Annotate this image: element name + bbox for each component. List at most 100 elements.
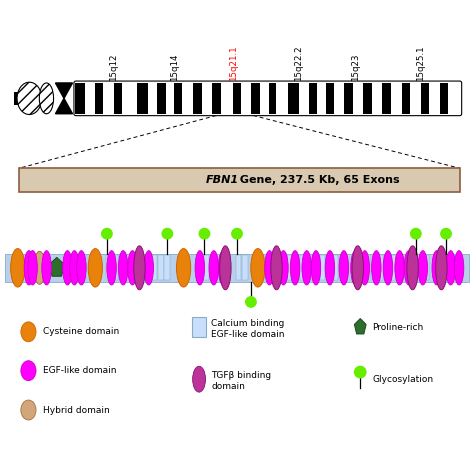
Ellipse shape bbox=[271, 246, 282, 290]
Circle shape bbox=[410, 228, 421, 239]
Ellipse shape bbox=[395, 251, 404, 285]
FancyBboxPatch shape bbox=[242, 255, 247, 281]
FancyBboxPatch shape bbox=[106, 255, 112, 281]
Ellipse shape bbox=[21, 400, 36, 420]
FancyBboxPatch shape bbox=[287, 255, 293, 281]
Text: 15q25.1: 15q25.1 bbox=[417, 46, 425, 81]
Text: FBN1: FBN1 bbox=[206, 175, 239, 185]
Ellipse shape bbox=[28, 251, 37, 285]
Circle shape bbox=[355, 366, 366, 378]
Text: Cysteine domain: Cysteine domain bbox=[43, 328, 119, 336]
Text: TGFβ binding: TGFβ binding bbox=[211, 371, 272, 380]
Bar bbox=[157, 83, 166, 114]
FancyBboxPatch shape bbox=[300, 255, 306, 281]
Ellipse shape bbox=[219, 246, 231, 290]
Ellipse shape bbox=[290, 251, 300, 285]
FancyBboxPatch shape bbox=[371, 255, 377, 281]
Bar bbox=[344, 83, 353, 114]
FancyBboxPatch shape bbox=[197, 255, 202, 281]
FancyBboxPatch shape bbox=[152, 255, 157, 281]
Polygon shape bbox=[55, 83, 73, 99]
Ellipse shape bbox=[265, 251, 274, 285]
FancyBboxPatch shape bbox=[319, 255, 325, 281]
Circle shape bbox=[441, 228, 451, 239]
Ellipse shape bbox=[107, 251, 116, 285]
Circle shape bbox=[199, 228, 210, 239]
FancyBboxPatch shape bbox=[294, 255, 300, 281]
FancyBboxPatch shape bbox=[326, 255, 332, 281]
Ellipse shape bbox=[407, 246, 418, 290]
Circle shape bbox=[232, 228, 242, 239]
FancyBboxPatch shape bbox=[423, 255, 428, 281]
Bar bbox=[402, 83, 410, 114]
FancyBboxPatch shape bbox=[391, 255, 396, 281]
Ellipse shape bbox=[192, 366, 206, 392]
Bar bbox=[174, 83, 182, 114]
Text: 15q21.1: 15q21.1 bbox=[229, 46, 237, 81]
Bar bbox=[20, 92, 23, 105]
Ellipse shape bbox=[24, 251, 34, 285]
Ellipse shape bbox=[352, 246, 364, 290]
FancyBboxPatch shape bbox=[378, 255, 383, 281]
FancyBboxPatch shape bbox=[339, 255, 345, 281]
Ellipse shape bbox=[436, 246, 447, 290]
Ellipse shape bbox=[372, 251, 381, 285]
Ellipse shape bbox=[404, 251, 414, 285]
FancyBboxPatch shape bbox=[158, 255, 164, 281]
Ellipse shape bbox=[21, 361, 36, 381]
Text: 15q14: 15q14 bbox=[170, 54, 179, 81]
FancyBboxPatch shape bbox=[307, 255, 312, 281]
Bar bbox=[137, 83, 148, 114]
Text: Gene, 237.5 Kb, 65 Exons: Gene, 237.5 Kb, 65 Exons bbox=[236, 175, 400, 185]
Polygon shape bbox=[355, 319, 366, 334]
Ellipse shape bbox=[339, 251, 348, 285]
Bar bbox=[5, 254, 469, 282]
Bar bbox=[269, 83, 276, 114]
Ellipse shape bbox=[21, 322, 36, 342]
Ellipse shape bbox=[418, 251, 428, 285]
Text: 15q22.2: 15q22.2 bbox=[294, 46, 303, 81]
FancyBboxPatch shape bbox=[74, 81, 462, 116]
Ellipse shape bbox=[70, 251, 79, 285]
Ellipse shape bbox=[325, 251, 335, 285]
Bar bbox=[14, 92, 20, 105]
FancyBboxPatch shape bbox=[74, 255, 80, 281]
Ellipse shape bbox=[195, 251, 205, 285]
Text: 15q23: 15q23 bbox=[351, 54, 360, 81]
Bar bbox=[19, 168, 460, 192]
FancyBboxPatch shape bbox=[126, 255, 131, 281]
Circle shape bbox=[102, 228, 112, 239]
Ellipse shape bbox=[432, 251, 441, 285]
Bar bbox=[382, 83, 391, 114]
Ellipse shape bbox=[128, 251, 137, 285]
Ellipse shape bbox=[279, 251, 288, 285]
FancyBboxPatch shape bbox=[210, 255, 215, 281]
FancyBboxPatch shape bbox=[384, 255, 390, 281]
FancyBboxPatch shape bbox=[192, 317, 206, 337]
Bar bbox=[212, 83, 221, 114]
Ellipse shape bbox=[302, 251, 311, 285]
Bar bbox=[193, 83, 202, 114]
Polygon shape bbox=[49, 257, 64, 276]
FancyBboxPatch shape bbox=[456, 255, 461, 281]
FancyBboxPatch shape bbox=[332, 255, 338, 281]
Text: EGF-like domain: EGF-like domain bbox=[43, 366, 117, 375]
Ellipse shape bbox=[383, 251, 392, 285]
FancyBboxPatch shape bbox=[449, 255, 455, 281]
FancyBboxPatch shape bbox=[203, 255, 209, 281]
Ellipse shape bbox=[446, 251, 456, 285]
FancyBboxPatch shape bbox=[81, 255, 86, 281]
Text: domain: domain bbox=[211, 383, 245, 391]
Bar bbox=[233, 83, 241, 114]
Bar bbox=[288, 83, 299, 114]
Ellipse shape bbox=[42, 251, 51, 285]
FancyBboxPatch shape bbox=[113, 255, 118, 281]
Ellipse shape bbox=[176, 248, 191, 287]
Ellipse shape bbox=[77, 251, 86, 285]
Ellipse shape bbox=[134, 246, 145, 290]
Ellipse shape bbox=[351, 251, 360, 285]
Text: Proline-rich: Proline-rich bbox=[372, 323, 423, 331]
Bar bbox=[114, 83, 122, 114]
Ellipse shape bbox=[34, 251, 45, 284]
Bar bbox=[95, 83, 103, 114]
